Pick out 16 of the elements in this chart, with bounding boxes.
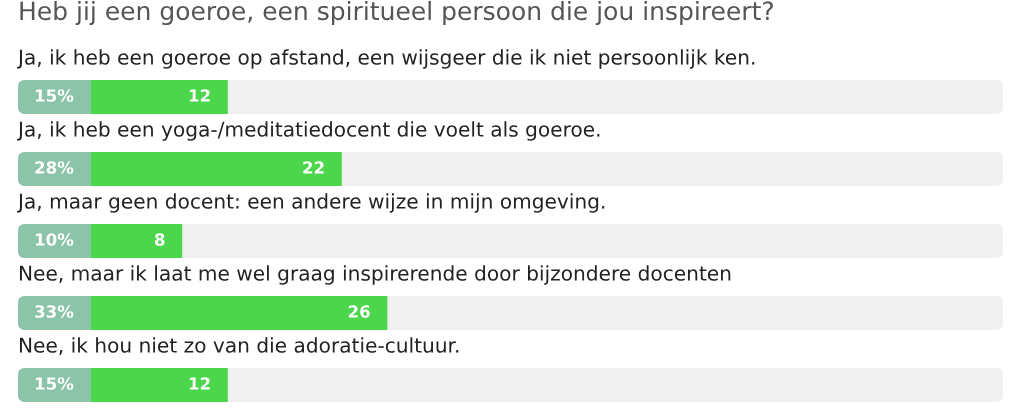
text: 15% [35, 89, 74, 102]
data-label: 12 [189, 89, 210, 102]
text: 10% [35, 233, 74, 246]
chart-title: Heb jij een goeroe, een spiritueel persoon die jou inspireert? [20, 0, 773, 26]
data-label: 26 [348, 305, 370, 318]
text: 15% [35, 377, 74, 390]
data-label: 12 [189, 377, 210, 390]
y-tick-label: Ja, ik heb een goeroe op afstand, een wijsgeer die ik niet persoonlijk ken. [16, 49, 755, 69]
y-tick-label: Ja, maar geen docent: een andere wijze in mijn omgeving. [16, 193, 605, 213]
y-tick-label: Nee, maar ik laat me wel graag inspirerende door bijzondere docenten [19, 265, 731, 285]
text: 33% [35, 305, 74, 318]
text: 28% [35, 161, 74, 174]
data-label: 8 [154, 233, 165, 246]
data-label: 22 [303, 161, 324, 174]
y-tick-label: Nee, ik hou niet zo van die adoratie-cultuur. [19, 337, 459, 355]
y-tick-label: Ja, ik heb een yoga-/meditatiedocent die voelt als goeroe. [16, 121, 600, 141]
